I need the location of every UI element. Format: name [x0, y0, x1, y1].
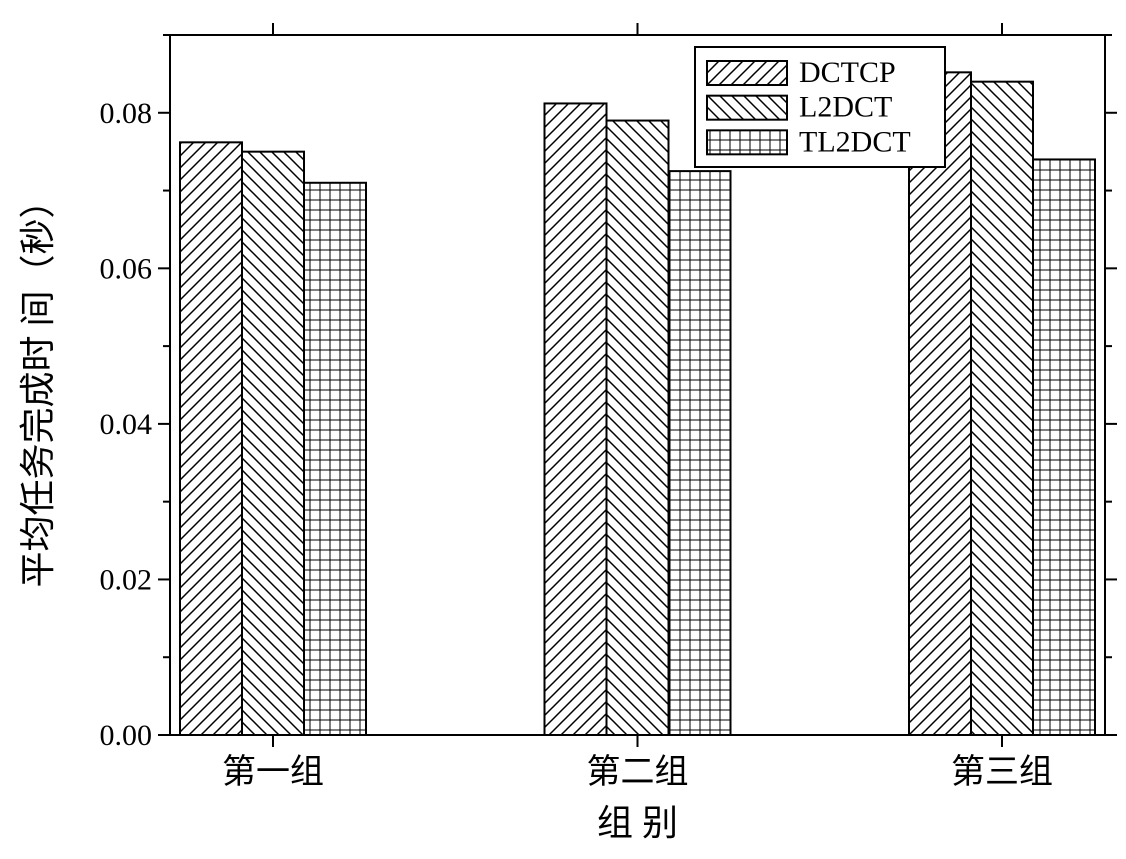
legend-label: DCTCP — [799, 56, 896, 89]
legend-label: TL2DCT — [799, 125, 911, 158]
legend-label: L2DCT — [799, 91, 892, 124]
y-axis-label: 平均任务完成时 间（秒） — [18, 182, 58, 587]
ytick-label: 0.06 — [100, 252, 153, 285]
ytick-label: 0.00 — [100, 719, 153, 752]
legend-swatch-tl2dct — [707, 130, 787, 154]
legend-swatch-l2dct — [707, 96, 787, 120]
bar-tl2dct-g2 — [1033, 159, 1095, 735]
bar-dctcp-g1 — [545, 103, 607, 735]
xtick-label: 第三组 — [951, 753, 1053, 791]
ytick-label: 0.02 — [100, 563, 153, 596]
ytick-label: 0.04 — [100, 408, 153, 441]
xtick-label: 第一组 — [222, 753, 324, 791]
ytick-label: 0.08 — [100, 97, 153, 130]
bar-l2dct-g1 — [607, 121, 669, 735]
bar-chart: 0.00 0.02 0.04 0.06 0.08 第一组 第二组 第三组组 别 平均任务完成时 … — [0, 0, 1126, 859]
chart-container: 0.00 0.02 0.04 0.06 0.08 第一组 第二组 第三组组 别 平均任务完成时 … — [0, 0, 1126, 859]
bar-l2dct-g0 — [242, 152, 304, 735]
bar-dctcp-g0 — [180, 142, 242, 735]
bar-tl2dct-g0 — [304, 183, 366, 735]
bar-dctcp-g2 — [909, 72, 971, 735]
xtick-label: 第二组 — [587, 753, 689, 791]
x-axis-label: 组 别 — [597, 803, 678, 843]
legend-swatch-dctcp — [707, 61, 787, 85]
bar-l2dct-g2 — [971, 82, 1033, 735]
bar-tl2dct-g1 — [669, 171, 731, 735]
